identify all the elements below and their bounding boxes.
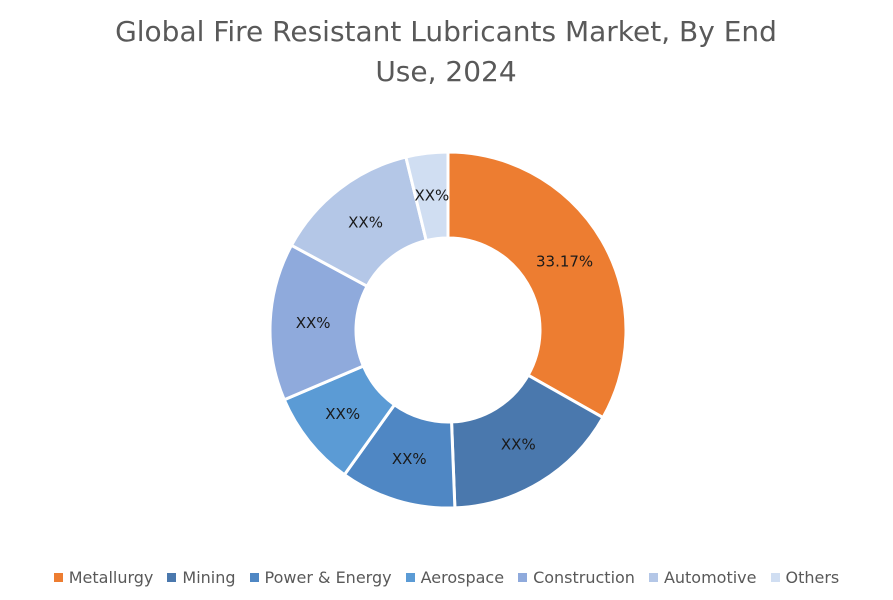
data-label: XX% <box>415 186 450 204</box>
data-label: XX% <box>325 405 360 423</box>
legend: Metallurgy Mining Power & Energy Aerospace C… <box>0 568 893 587</box>
donut-segment <box>449 373 606 510</box>
legend-swatch <box>249 573 259 582</box>
legend-swatch <box>53 573 63 582</box>
legend-item: Aerospace <box>405 568 505 587</box>
legend-swatch <box>167 573 177 582</box>
data-label: XX% <box>348 214 383 232</box>
legend-label: Others <box>785 568 840 587</box>
legend-item: Automotive <box>648 568 757 587</box>
legend-item: Others <box>770 568 840 587</box>
donut-segment <box>446 150 628 420</box>
legend-swatch <box>770 573 780 582</box>
data-label: XX% <box>501 436 536 454</box>
data-label: XX% <box>392 450 427 468</box>
legend-label: Mining <box>182 568 236 587</box>
legend-swatch <box>405 573 415 582</box>
data-label: 33.17% <box>536 252 593 270</box>
legend-item: Metallurgy <box>53 568 154 587</box>
chart-title: Global Fire Resistant Lubricants Market,… <box>115 15 777 88</box>
legend-swatch <box>518 573 528 582</box>
legend-item: Mining <box>167 568 236 587</box>
legend-label: Automotive <box>663 568 757 587</box>
legend-swatch <box>648 573 658 582</box>
legend-label: Aerospace <box>420 568 505 587</box>
legend-item: Construction <box>518 568 635 587</box>
plot: 33.17% XX% XX% XX% XX% XX% XX% <box>268 150 628 510</box>
legend-label: Power & Energy <box>264 568 392 587</box>
legend-label: Metallurgy <box>68 568 154 587</box>
donut-segment <box>404 150 450 243</box>
legend-item: Power & Energy <box>249 568 392 587</box>
data-label: XX% <box>296 314 331 332</box>
legend-label: Construction <box>533 568 635 587</box>
